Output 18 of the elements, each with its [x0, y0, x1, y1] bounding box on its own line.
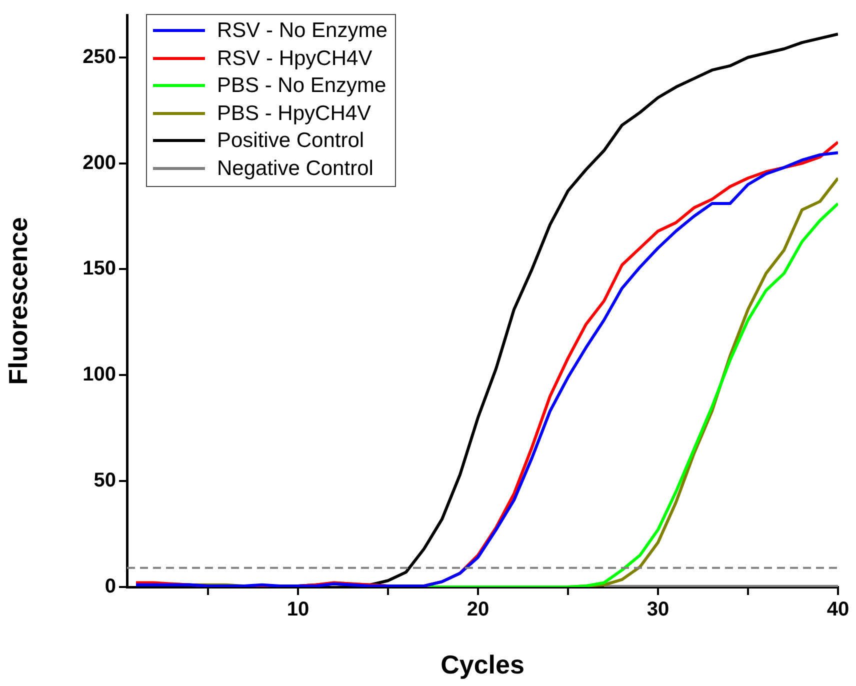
legend-label: Positive Control [217, 128, 364, 154]
y-tick-label: 150 [82, 258, 116, 280]
legend-label: Negative Control [217, 156, 374, 182]
y-tick-label: 250 [82, 46, 116, 68]
y-tick-label: 100 [82, 364, 116, 386]
legend-label: PBS - No Enzyme [217, 73, 386, 99]
x-tick-label: 30 [646, 598, 670, 621]
x-tick-label: 20 [466, 598, 490, 621]
y-tick-label: 50 [94, 470, 116, 492]
y-tick-label: 200 [82, 152, 116, 174]
legend-label: PBS - HpyCH4V [217, 100, 372, 126]
x-axis-title: Cycles [440, 650, 524, 680]
y-tick-label: 0 [104, 576, 116, 598]
x-tick-label: 10 [286, 598, 310, 621]
legend-label: RSV - No Enzyme [217, 18, 388, 44]
x-tick-label: 40 [826, 598, 850, 621]
legend-label: RSV - HpyCH4V [217, 46, 372, 72]
y-axis-title: Fluorescence [2, 217, 33, 385]
